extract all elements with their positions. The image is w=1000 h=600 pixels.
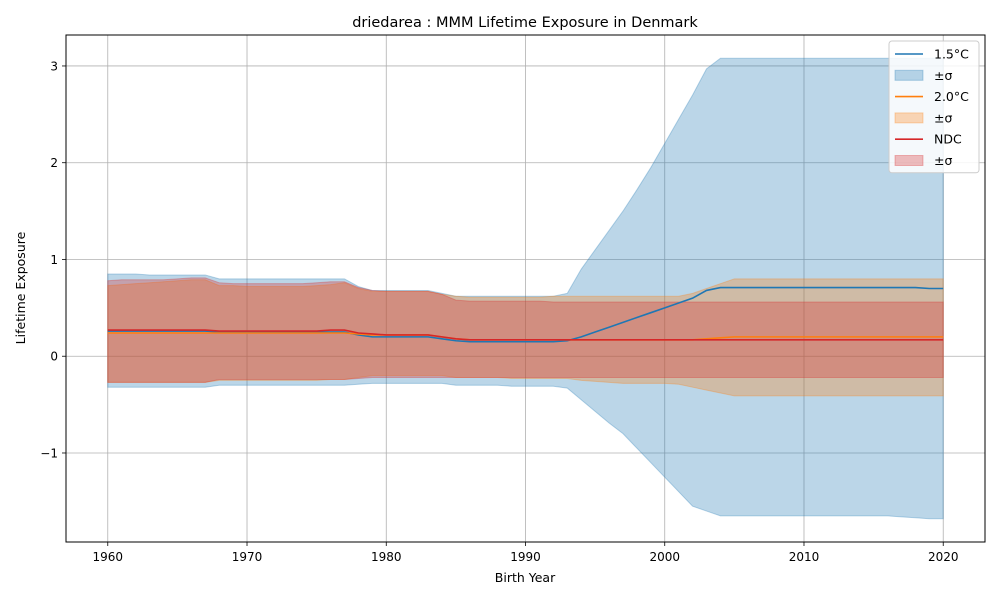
- x-tick-label: 2010: [789, 550, 820, 564]
- band-15c: [107, 57, 944, 520]
- y-axis-label: Lifetime Exposure: [13, 231, 28, 344]
- band-ndc: [107, 277, 944, 383]
- x-tick-label: 1990: [510, 550, 541, 564]
- y-tick-label: 1: [50, 253, 58, 267]
- band-20c: [107, 278, 944, 397]
- gridlines: [66, 35, 985, 542]
- chart-title: driedarea : MMM Lifetime Exposure in Den…: [352, 15, 698, 31]
- y-axis-ticks: −1 0 1 2 3: [40, 59, 66, 460]
- y-tick-label: 3: [50, 59, 58, 73]
- legend-label-ndc: NDC: [934, 132, 962, 147]
- line-ndc: [107, 329, 944, 341]
- legend-patch-15c: [894, 69, 924, 81]
- y-tick-label: 0: [50, 350, 58, 364]
- x-axis-label: Birth Year: [495, 570, 556, 585]
- legend-patch-20c: [894, 112, 924, 124]
- x-tick-label: 1970: [232, 550, 263, 564]
- x-tick-label: 2020: [928, 550, 959, 564]
- series-lines: [107, 286, 944, 343]
- legend-label-15c: 1.5°C: [934, 47, 969, 62]
- x-axis-ticks: 1960 1970 1980 1990 2000 2010 2020: [92, 542, 959, 564]
- legend: 1.5°C ±σ 2.0°C ±σ NDC ±σ: [888, 40, 980, 174]
- x-tick-label: 1960: [92, 550, 123, 564]
- y-tick-label: −1: [40, 446, 58, 460]
- y-tick-label: 2: [50, 156, 58, 170]
- line-15c: [107, 286, 944, 343]
- legend-patch-ndc: [894, 155, 924, 166]
- x-tick-label: 2000: [649, 550, 680, 564]
- legend-band-label-ndc: ±σ: [934, 153, 952, 168]
- x-tick-label: 1980: [371, 550, 402, 564]
- uncertainty-bands: [107, 57, 944, 520]
- legend-band-label-20c: ±σ: [934, 110, 952, 125]
- legend-label-20c: 2.0°C: [934, 89, 969, 104]
- legend-band-label-15c: ±σ: [934, 68, 952, 83]
